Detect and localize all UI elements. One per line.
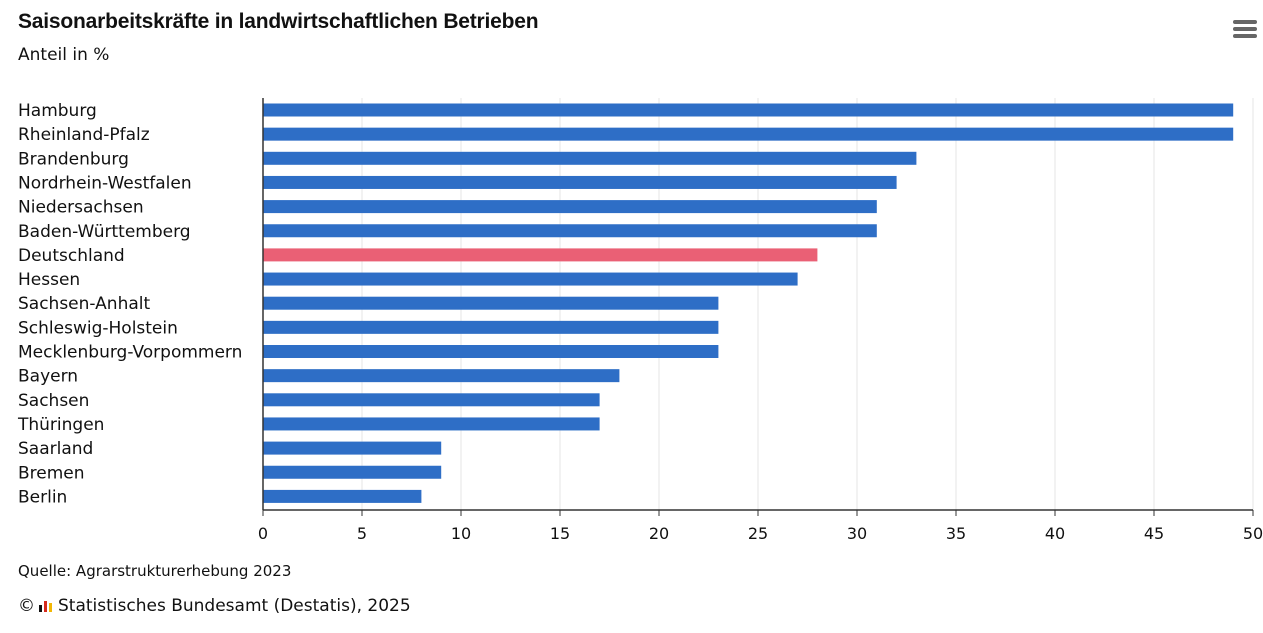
bar-sachsen[interactable] (263, 393, 600, 407)
category-label: Rheinland-Pfalz (18, 125, 150, 145)
bar-thüringen[interactable] (263, 417, 600, 431)
category-label: Bremen (18, 463, 85, 483)
menu-line (1233, 20, 1257, 24)
source-note: Quelle: Agrarstrukturerhebung 2023 (18, 562, 292, 580)
bar-mecklenburg-vorpommern[interactable] (263, 345, 719, 358)
x-tick-label: 50 (1243, 524, 1263, 543)
x-tick-label: 40 (1045, 524, 1065, 543)
category-label: Nordrhein-Westfalen (18, 173, 192, 193)
category-label: Sachsen (18, 391, 89, 411)
bar-rheinland-pfalz[interactable] (263, 127, 1234, 141)
category-label: Mecklenburg-Vorpommern (18, 343, 242, 363)
category-label: Hessen (18, 270, 80, 290)
category-label: Thüringen (17, 415, 104, 435)
category-label: Berlin (18, 487, 67, 507)
category-label: Hamburg (18, 101, 97, 121)
x-tick-label: 30 (847, 524, 867, 543)
copyright-line: © Statistisches Bundesamt (Destatis), 20… (18, 596, 411, 616)
category-label: Deutschland (18, 246, 125, 266)
x-tick-label: 20 (649, 524, 669, 543)
x-tick-label: 35 (946, 524, 966, 543)
x-tick-label: 45 (1144, 524, 1164, 543)
chart-subtitle: Anteil in % (18, 45, 110, 65)
category-label: Schleswig-Holstein (18, 318, 178, 338)
menu-line (1233, 34, 1257, 38)
destatis-logo-icon (39, 601, 52, 612)
menu-line (1233, 27, 1257, 31)
bar-saarland[interactable] (263, 441, 442, 455)
bar-bayern[interactable] (263, 369, 620, 383)
bar-bremen[interactable] (263, 465, 442, 479)
category-label: Bayern (18, 367, 78, 387)
category-label: Niedersachsen (18, 198, 144, 218)
category-label: Sachsen-Anhalt (18, 294, 150, 314)
bar-sachsen-anhalt[interactable] (263, 296, 719, 310)
category-label: Baden-Württemberg (18, 222, 191, 242)
category-label: Brandenburg (18, 149, 129, 169)
bar-berlin[interactable] (263, 489, 422, 503)
bar-niedersachsen[interactable] (263, 200, 877, 214)
category-label: Saarland (18, 439, 93, 459)
x-tick-label: 15 (550, 524, 570, 543)
x-tick-label: 25 (748, 524, 768, 543)
bar-hamburg[interactable] (263, 103, 1234, 117)
bar-brandenburg[interactable] (263, 151, 917, 165)
bar-nordrhein-westfalen[interactable] (263, 175, 897, 189)
copyright-symbol: © (18, 596, 35, 616)
publisher-text: Statistisches Bundesamt (Destatis), 2025 (58, 596, 411, 616)
hamburger-menu-icon[interactable] (1233, 20, 1263, 44)
bar-hessen[interactable] (263, 272, 798, 286)
chart-title: Saisonarbeitskräfte in landwirtschaftlic… (18, 10, 539, 33)
bar-deutschland[interactable] (263, 248, 818, 262)
x-tick-label: 5 (357, 524, 367, 543)
x-tick-label: 10 (451, 524, 471, 543)
x-tick-label: 0 (258, 524, 268, 543)
bar-baden-württemberg[interactable] (263, 224, 877, 238)
bar-schleswig-holstein[interactable] (263, 320, 719, 334)
